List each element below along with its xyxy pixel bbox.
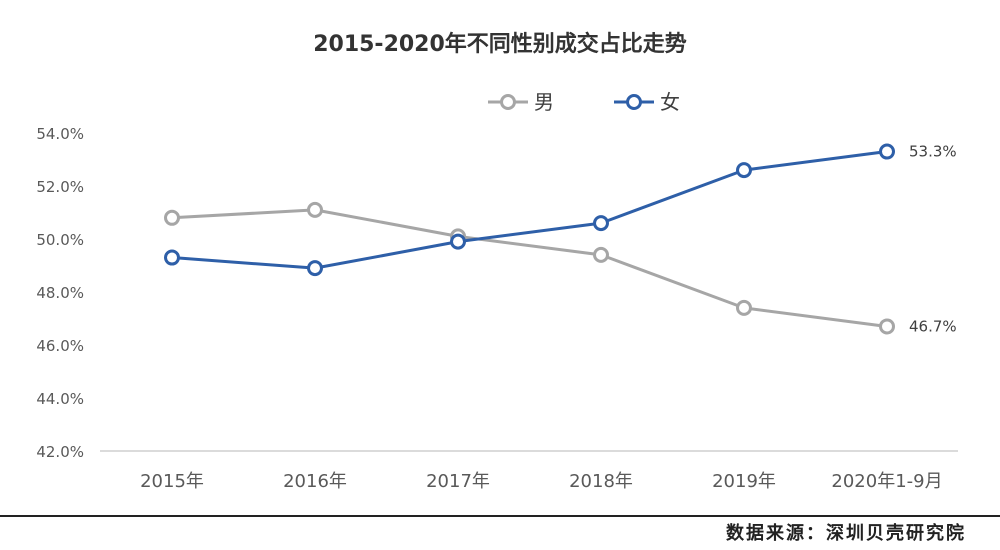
series-line-1 [171,150,888,270]
data-point [450,233,466,250]
x-tick-label: 2018年 [569,471,633,492]
y-tick-label: 54.0% [36,125,84,143]
data-point [736,162,752,179]
legend-marker [626,94,642,110]
data-point [879,318,895,335]
y-tick-label: 44.0% [36,390,84,408]
legend-label: 女 [660,90,680,114]
x-tick-label: 2016年 [283,471,347,492]
y-tick-label: 46.0% [36,337,84,355]
data-point [593,215,609,232]
data-point [307,260,323,277]
y-tick-label: 52.0% [36,178,84,196]
data-point [164,209,180,226]
data-label: 46.7% [909,317,957,335]
x-tick-label: 2020年1-9月 [831,471,942,492]
data-point [593,246,609,263]
y-tick-label: 42.0% [36,443,84,461]
legend-marker [500,94,516,110]
data-point [736,299,752,316]
data-label: 53.3% [909,143,957,161]
data-point [307,201,323,218]
footer-divider [0,515,1000,517]
x-tick-label: 2017年 [426,471,490,492]
x-tick-label: 2015年 [140,471,204,492]
chart-title: 2015-2020年不同性别成交占比走势 [313,32,687,57]
series-line-0 [171,208,888,328]
x-tick-label: 2019年 [712,471,776,492]
source-note: 数据来源：深圳贝壳研究院 [726,523,966,544]
y-tick-label: 50.0% [36,231,84,249]
legend-label: 男 [534,90,554,114]
data-point [879,143,895,160]
y-tick-label: 48.0% [36,284,84,302]
data-point [164,249,180,266]
